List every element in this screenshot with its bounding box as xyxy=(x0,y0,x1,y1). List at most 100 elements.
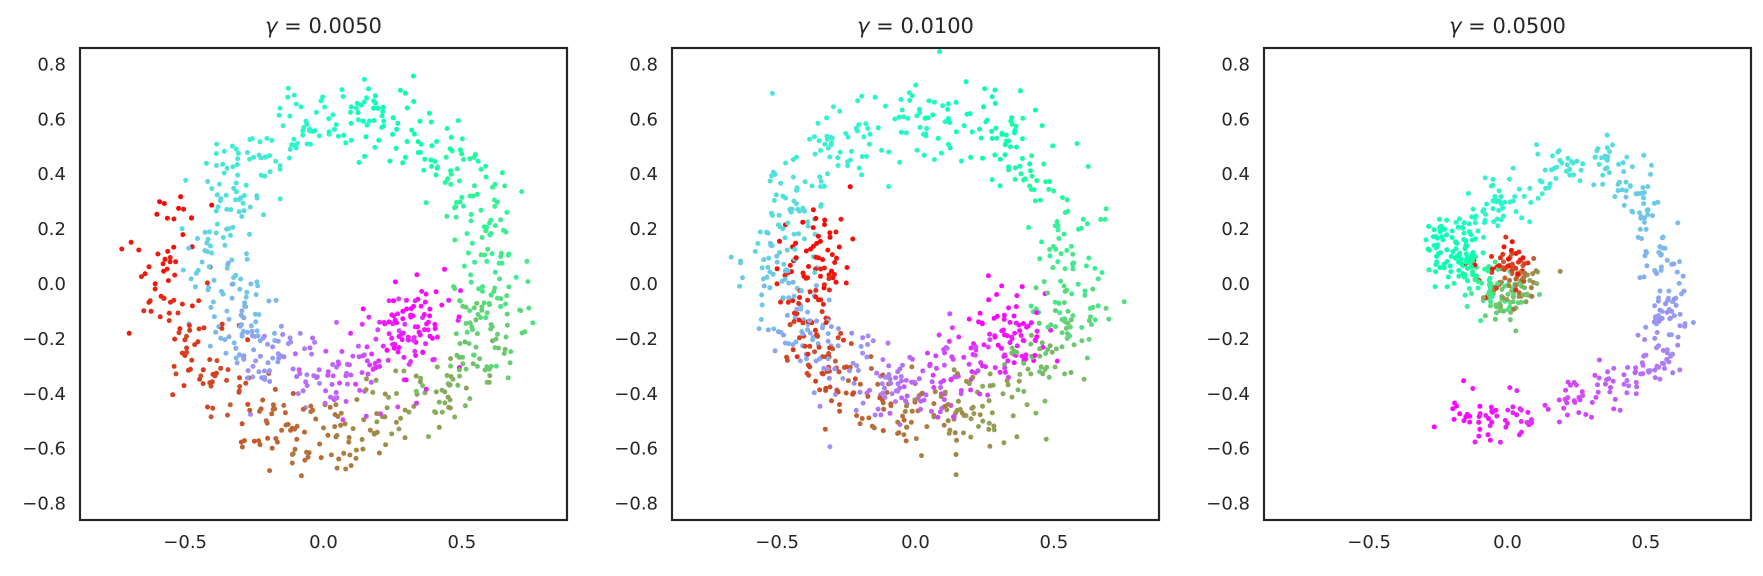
scatter-point xyxy=(257,139,263,145)
scatter-point xyxy=(969,129,975,135)
scatter-point xyxy=(954,437,959,443)
scatter-point xyxy=(442,180,448,185)
scatter-point xyxy=(781,261,787,267)
scatter-point xyxy=(1079,325,1085,330)
scatter-point xyxy=(314,375,319,380)
scatter-point xyxy=(1465,278,1470,284)
scatter-point xyxy=(1626,383,1632,389)
scatter-point xyxy=(853,407,859,413)
scatter-point xyxy=(1494,304,1500,310)
scatter-point xyxy=(119,246,125,252)
scatter-point xyxy=(205,287,211,293)
scatter-point xyxy=(214,358,220,364)
scatter-point xyxy=(354,397,360,403)
scatter-point xyxy=(251,154,257,160)
scatter-point xyxy=(332,424,338,430)
scatter-point xyxy=(1467,419,1473,425)
scatter-point xyxy=(463,385,469,391)
scatter-point xyxy=(1061,318,1067,324)
scatter-point xyxy=(347,109,353,115)
scatter-point xyxy=(903,377,909,383)
scatter-point xyxy=(1071,342,1077,348)
scatter-point xyxy=(879,381,885,387)
scatter-point xyxy=(243,380,249,386)
scatter-point xyxy=(241,208,247,214)
scatter-point xyxy=(291,92,297,98)
scatter-point xyxy=(412,298,418,304)
scatter-point xyxy=(368,379,374,385)
scatter-point xyxy=(459,151,465,157)
scatter-point xyxy=(484,364,490,370)
scatter-point xyxy=(285,85,291,91)
scatter-point xyxy=(1041,279,1047,285)
y-tick-label: 0.2 xyxy=(1221,219,1250,240)
scatter-point xyxy=(141,308,147,314)
scatter-point xyxy=(968,434,974,440)
scatter-point xyxy=(1015,387,1021,393)
scatter-point xyxy=(211,277,217,283)
scatter-point xyxy=(956,334,962,340)
scatter-point xyxy=(524,258,530,264)
scatter-point xyxy=(454,166,460,172)
scatter-point xyxy=(1039,123,1045,129)
scatter-point xyxy=(1485,268,1491,274)
scatter-point xyxy=(1006,164,1012,170)
scatter-point xyxy=(224,165,230,171)
scatter-point xyxy=(1036,320,1042,326)
scatter-point xyxy=(486,379,492,385)
scatter-point xyxy=(296,367,302,373)
scatter-point xyxy=(209,379,215,385)
scatter-point xyxy=(203,160,209,166)
title-symbol: γ xyxy=(1449,14,1463,38)
scatter-point xyxy=(758,317,764,322)
scatter-point xyxy=(1461,378,1467,384)
scatter-point xyxy=(986,426,992,432)
scatter-point xyxy=(1063,325,1069,331)
scatter-point xyxy=(1002,142,1008,148)
scatter-point xyxy=(882,385,887,391)
scatter-point xyxy=(1671,296,1677,302)
scatter-point xyxy=(961,123,967,129)
scatter-point xyxy=(333,395,338,401)
scatter-point xyxy=(269,411,275,417)
scatter-point xyxy=(765,230,771,236)
scatter-point xyxy=(1557,268,1563,274)
scatter-panel-gamma-0500: γ = 0.0500 −0.5 0.0 0.5 0.80.60.40.20.0−0.… xyxy=(1206,14,1753,553)
scatter-point xyxy=(146,264,152,270)
scatter-point xyxy=(180,232,186,238)
scatter-point xyxy=(182,337,188,343)
scatter-point xyxy=(899,395,905,401)
scatter-point xyxy=(898,129,904,135)
scatter-point xyxy=(290,391,296,396)
scatter-point xyxy=(237,375,242,381)
scatter-point xyxy=(231,340,237,346)
scatter-point xyxy=(1623,194,1629,200)
scatter-point xyxy=(474,331,480,337)
scatter-point xyxy=(983,364,989,370)
scatter-point xyxy=(931,414,937,420)
scatter-point xyxy=(272,386,278,392)
scatter-point xyxy=(1436,216,1442,222)
scatter-point xyxy=(492,223,498,229)
scatter-point xyxy=(402,154,408,160)
scatter-point xyxy=(1047,343,1053,349)
scatter-point xyxy=(374,429,380,435)
scatter-point xyxy=(1494,413,1500,419)
scatter-point xyxy=(818,178,824,184)
scatter-point xyxy=(283,422,289,428)
scatter-point xyxy=(154,211,160,217)
scatter-point xyxy=(790,298,796,304)
scatter-point xyxy=(243,294,249,300)
scatter-point xyxy=(1501,244,1507,250)
scatter-point xyxy=(797,295,803,300)
scatter-point xyxy=(836,369,842,375)
scatter-point xyxy=(791,231,797,237)
y-tick-label: −0.8 xyxy=(1206,494,1250,515)
title-symbol: γ xyxy=(857,14,871,38)
scatter-point xyxy=(186,323,192,328)
scatter-point xyxy=(1448,254,1454,259)
scatter-point xyxy=(1032,107,1038,113)
scatter-point xyxy=(1674,269,1680,275)
scatter-point xyxy=(501,351,507,356)
scatter-point xyxy=(309,351,315,357)
